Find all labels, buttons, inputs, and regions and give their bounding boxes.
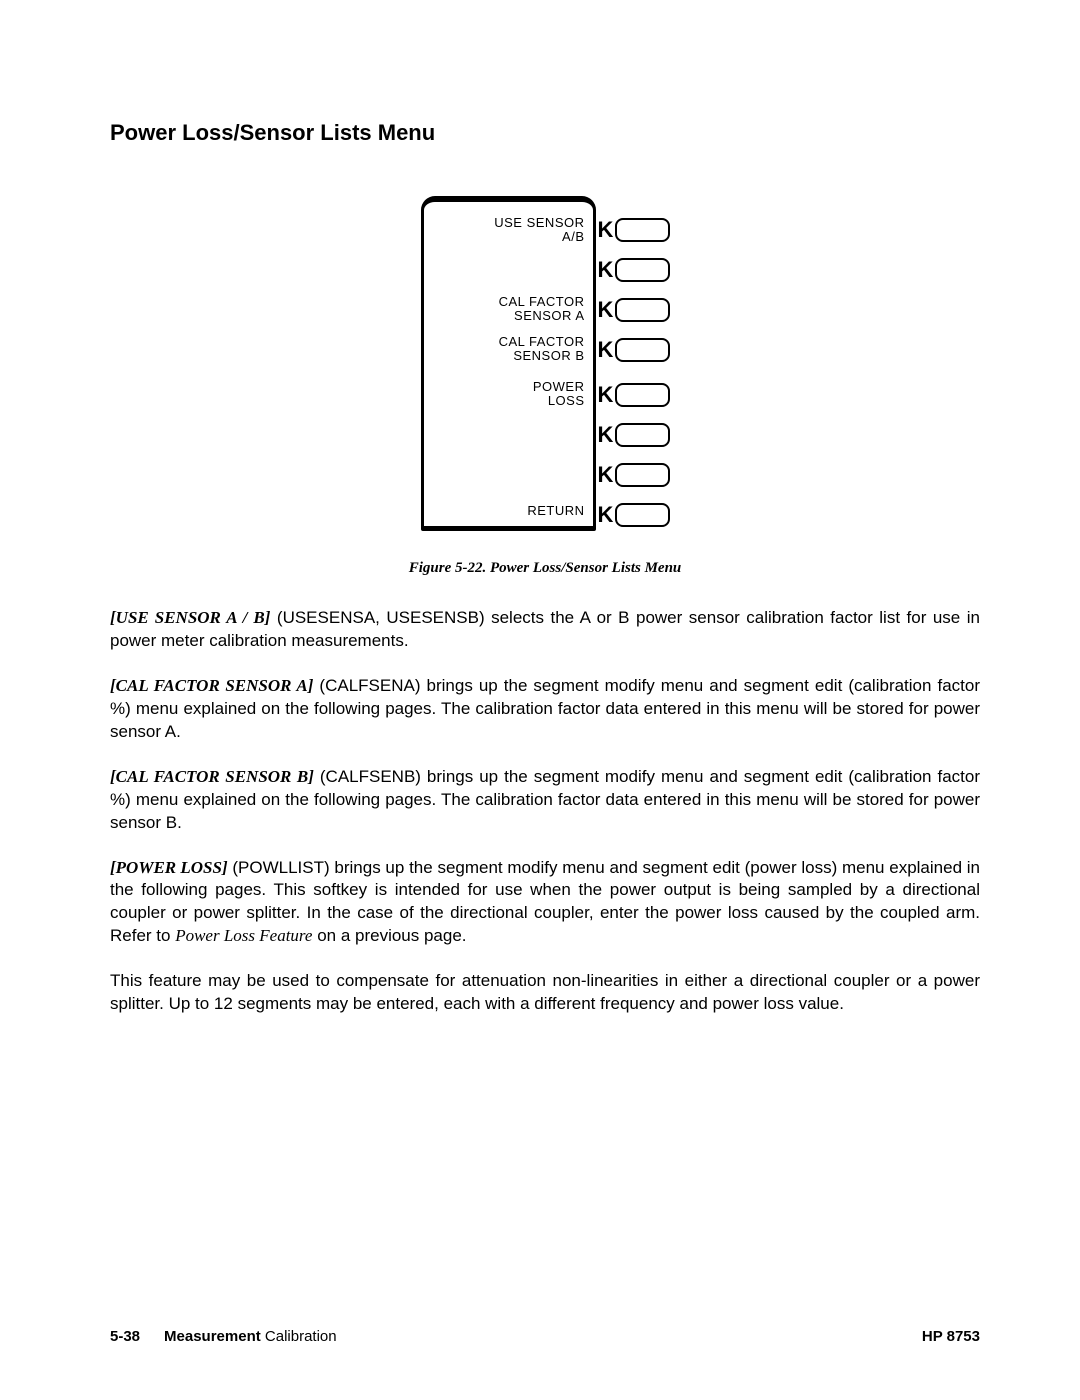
hardkey-row: K [598, 210, 670, 250]
hardkey-row: K [598, 455, 670, 495]
text: on a previous page. [312, 926, 466, 945]
connector-icon: K [598, 504, 612, 526]
hardkey [615, 298, 670, 322]
para-cal-factor-b: [CAL FACTOR SENSOR B] (CALFSENB) brings … [110, 766, 980, 835]
figure: USE SENSORA/B CAL FACTORSENSOR A CAL FAC… [110, 196, 980, 577]
hardkey-row: K [598, 330, 670, 370]
cmd-power-loss: [POWER LOSS] [110, 858, 228, 877]
hardkey-row: K [598, 415, 670, 455]
softkey-label-cal-factor-b: CAL FACTORSENSOR B [499, 335, 585, 362]
softkey-label-use-sensor: USE SENSORA/B [494, 216, 584, 243]
para-cal-factor-a: [CAL FACTOR SENSOR A] (CALFSENA) brings … [110, 675, 980, 744]
section-title: Power Loss/Sensor Lists Menu [110, 120, 980, 146]
hardkey [615, 383, 670, 407]
footer-section: Measurement Calibration [164, 1328, 337, 1345]
connector-icon: K [598, 219, 612, 241]
connector-icon: K [598, 464, 612, 486]
menu-screen: USE SENSORA/B CAL FACTORSENSOR A CAL FAC… [421, 196, 596, 531]
softkey-menu-diagram: USE SENSORA/B CAL FACTORSENSOR A CAL FAC… [421, 196, 670, 535]
page-footer: 5-38 Measurement Calibration HP 8753 [110, 1328, 980, 1345]
hardkey [615, 503, 670, 527]
cmd-use-sensor: [USE SENSOR A / B] [110, 608, 270, 627]
para-power-loss: [POWER LOSS] (POWLLIST) brings up the se… [110, 857, 980, 949]
page-number: 5-38 [110, 1328, 140, 1345]
ref-power-loss-feature: Power Loss Feature [175, 926, 312, 945]
cmd-cal-factor-b: [CAL FACTOR SENSOR B] [110, 767, 314, 786]
para-use-sensor: [USE SENSOR A / B] (USESENSA, USESENSB) … [110, 607, 980, 653]
hardkey [615, 463, 670, 487]
hardkey-row: K [598, 375, 670, 415]
hardkey [615, 258, 670, 282]
connector-icon: K [598, 299, 612, 321]
softkey-label-cal-factor-a: CAL FACTORSENSOR A [499, 295, 585, 322]
softkey-label-power-loss: POWERLOSS [533, 380, 585, 407]
hardkey [615, 338, 670, 362]
softkey-label-return: RETURN [527, 504, 584, 518]
hardkey-row: K [598, 495, 670, 535]
connector-icon: K [598, 384, 612, 406]
connector-icon: K [598, 339, 612, 361]
hardkey-column: K K K K K K K K [598, 196, 670, 535]
hardkey-row: K [598, 290, 670, 330]
hardkey [615, 218, 670, 242]
hardkey-row: K [598, 250, 670, 290]
connector-icon: K [598, 259, 612, 281]
cmd-cal-factor-a: [CAL FACTOR SENSOR A] [110, 676, 313, 695]
figure-caption: Figure 5-22. Power Loss/Sensor Lists Men… [409, 560, 682, 577]
para-feature-note: This feature may be used to compensate f… [110, 970, 980, 1016]
body-text: [USE SENSOR A / B] (USESENSA, USESENSB) … [110, 607, 980, 1016]
hardkey [615, 423, 670, 447]
connector-icon: K [598, 424, 612, 446]
footer-model: HP 8753 [922, 1328, 980, 1345]
